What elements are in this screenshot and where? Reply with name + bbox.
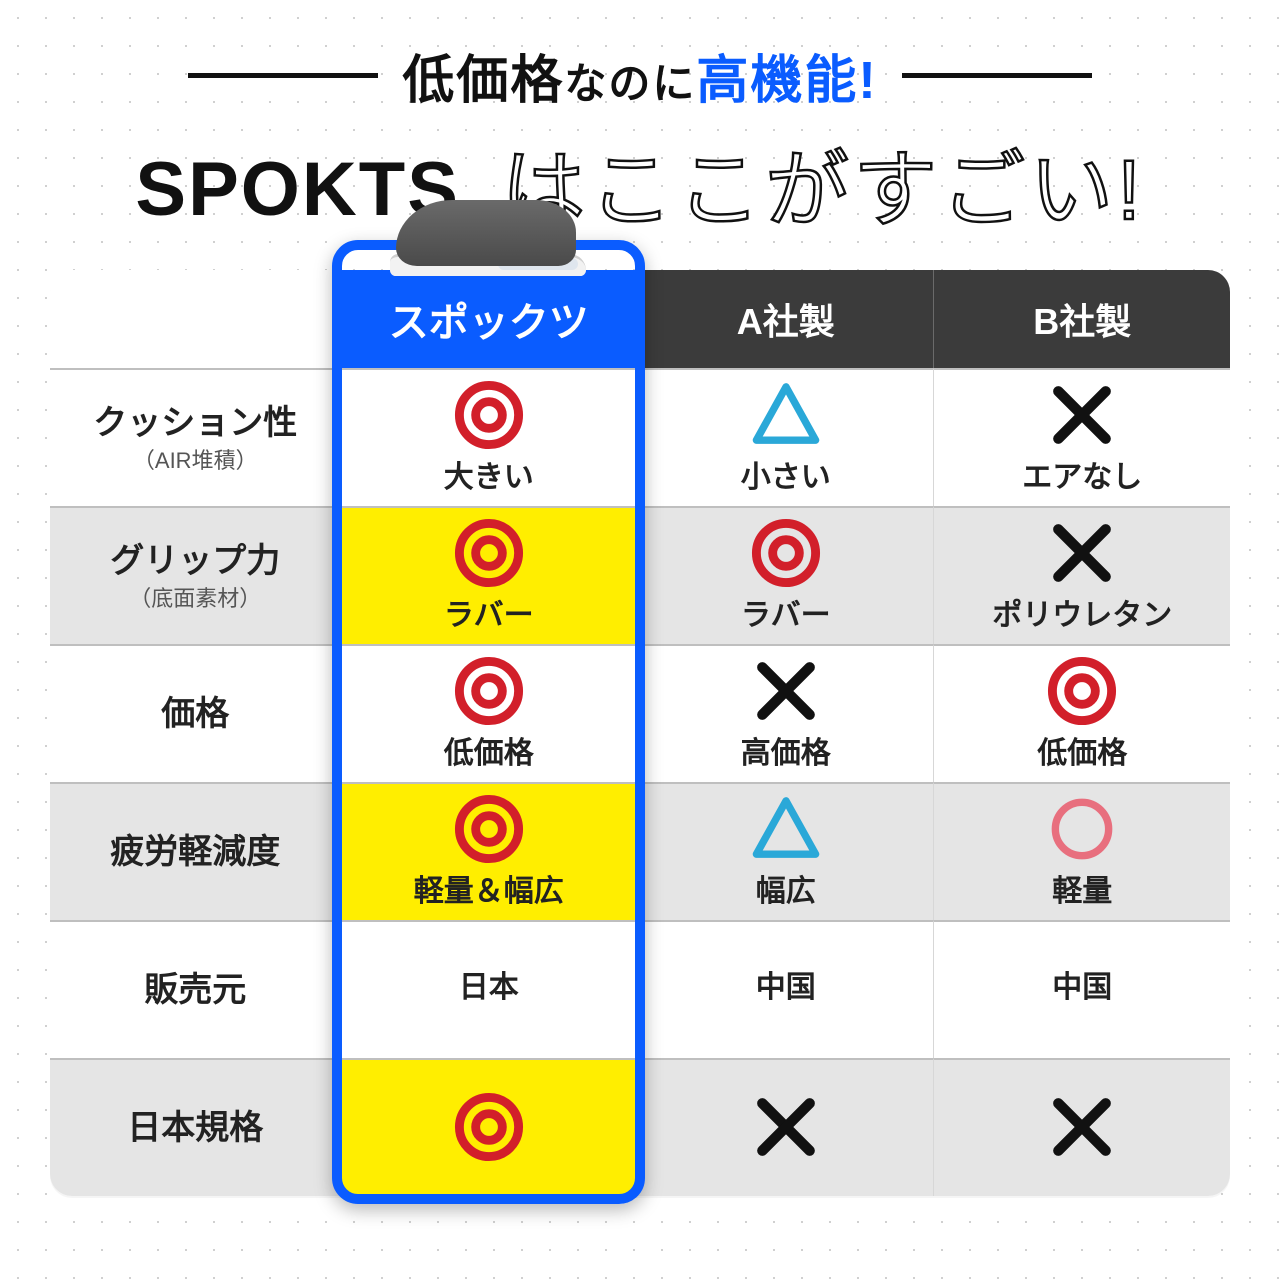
triangle-icon	[749, 792, 823, 866]
table-cell: 小さい	[637, 368, 934, 506]
cross-icon	[749, 654, 823, 728]
table-cell: 高価格	[637, 644, 934, 782]
double-circle-icon	[452, 516, 526, 590]
table-cell: 中国	[933, 920, 1230, 1058]
table-cell: 軽量＆幅広	[340, 782, 637, 920]
cross-icon	[1045, 378, 1119, 452]
hl-exclaim: !	[858, 52, 877, 110]
hl-sugoi: ここがすごい!	[589, 143, 1144, 237]
comparison-table: スポックツ A社製 B社製 クッション性（AIR堆積） 大きい 小さい エアなし…	[50, 270, 1230, 1196]
table-cell: 日本	[340, 920, 637, 1058]
headline-top-text: 低価格なのに高機能!	[402, 38, 877, 113]
hl-black-1: 低価格	[402, 52, 564, 110]
double-circle-icon	[749, 516, 823, 590]
double-circle-icon	[452, 1090, 526, 1164]
hl-blue: 高機能	[696, 52, 858, 110]
circle-icon	[1045, 792, 1119, 866]
row-head: クッション性（AIR堆積）	[50, 368, 340, 506]
table-cell	[340, 1058, 637, 1196]
rule-left	[188, 73, 378, 78]
table-cell	[637, 1058, 934, 1196]
row-head: 日本規格	[50, 1058, 340, 1196]
col-head-a: A社製	[637, 270, 934, 368]
table-cell: ポリウレタン	[933, 506, 1230, 644]
table-cell: 軽量	[933, 782, 1230, 920]
triangle-icon	[749, 378, 823, 452]
table-cell: 大きい	[340, 368, 637, 506]
table-cell: ラバー	[637, 506, 934, 644]
shoe-icon	[384, 184, 594, 282]
table-cell: ラバー	[340, 506, 637, 644]
row-head: 販売元	[50, 920, 340, 1058]
cross-icon	[1045, 516, 1119, 590]
table-cell: 低価格	[340, 644, 637, 782]
table-cell: エアなし	[933, 368, 1230, 506]
rule-right	[902, 73, 1092, 78]
row-head: グリップ力（底面素材）	[50, 506, 340, 644]
double-circle-icon	[1045, 654, 1119, 728]
headline-top: 低価格なのに高機能!	[50, 38, 1230, 113]
double-circle-icon	[452, 654, 526, 728]
table-cell: 低価格	[933, 644, 1230, 782]
table-cell: 幅広	[637, 782, 934, 920]
col-head-b: B社製	[933, 270, 1230, 368]
table-cell	[933, 1058, 1230, 1196]
table-cell: 中国	[637, 920, 934, 1058]
headline-main: SPOKTSTM はここがすごい!	[50, 123, 1230, 244]
row-head: 価格	[50, 644, 340, 782]
col-head-main: スポックツ	[340, 270, 637, 368]
cross-icon	[749, 1090, 823, 1164]
hl-small-1: なのに	[564, 60, 696, 107]
double-circle-icon	[452, 792, 526, 866]
cross-icon	[1045, 1090, 1119, 1164]
double-circle-icon	[452, 378, 526, 452]
row-head: 疲労軽減度	[50, 782, 340, 920]
